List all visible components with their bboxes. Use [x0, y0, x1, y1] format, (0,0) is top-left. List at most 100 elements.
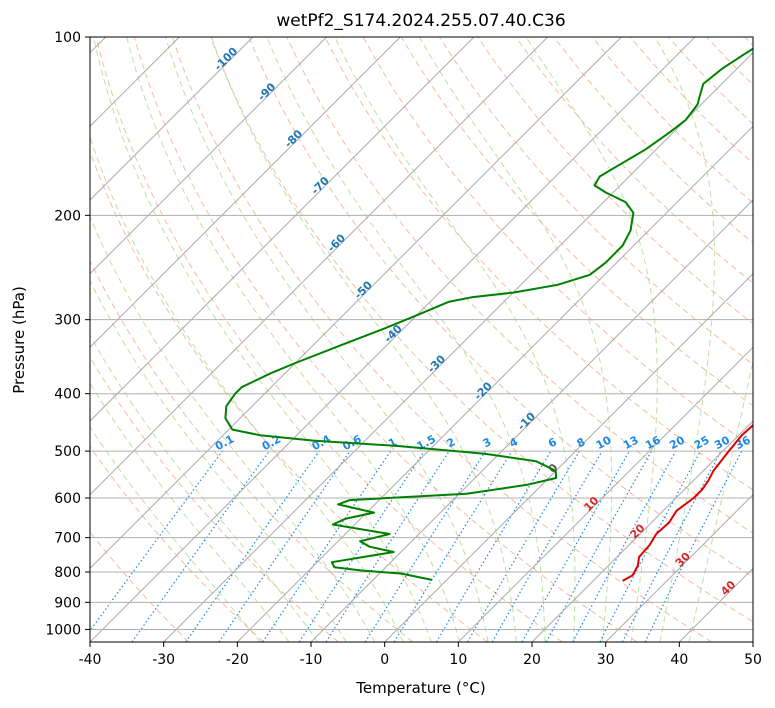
x-tick-label: 40 — [670, 652, 688, 668]
y-tick-label: 700 — [54, 531, 81, 547]
y-tick-label: 900 — [54, 595, 81, 611]
moist-adiabat — [165, 37, 489, 642]
mixing-ratio-label: 0.1 — [213, 432, 236, 453]
moist-adiabat — [266, 37, 546, 642]
mixing-ratio-label: 16 — [643, 433, 663, 452]
mixing-ratio-label: 4 — [507, 435, 520, 450]
mixing-ratio-lines — [90, 450, 743, 642]
mixing-ratio-label: 10 — [594, 433, 614, 452]
x-tick-label: -20 — [226, 652, 249, 668]
moist-adiabat — [211, 37, 517, 642]
moist-adiabat — [525, 37, 658, 642]
dry-adiabat — [171, 37, 712, 642]
isotherm-line — [90, 37, 254, 201]
moist-adiabat — [654, 37, 715, 642]
x-tick-label: -40 — [79, 652, 102, 668]
y-tick-label: 1000 — [45, 622, 81, 638]
dewpoint-profile — [224, 47, 753, 581]
isotherm-label: -50 — [352, 278, 375, 301]
mixing-ratio-labels: 0.1 0.2 0.4 0.6 1 1.5 2 3 4 6 8 10 13 16 20 25 30 36 — [213, 432, 753, 453]
dry-adiabat — [90, 150, 488, 642]
dry-adiabat — [248, 37, 753, 578]
plot-area: -100-90-80-70-60-50-40-30-20-10010203040… — [90, 37, 753, 642]
moist-adiabat — [90, 334, 319, 642]
mixing-ratio-line — [599, 450, 702, 642]
mixing-ratio-label: 6 — [546, 435, 559, 450]
moist-adiabats — [90, 37, 753, 642]
isotherm-line — [236, 125, 753, 642]
y-tick-label: 400 — [54, 387, 81, 403]
mixing-ratio-label: 20 — [667, 433, 687, 452]
dry-adiabat — [515, 37, 753, 284]
y-tick-label: 500 — [54, 444, 81, 460]
x-tick-label: 10 — [449, 652, 467, 668]
chart-title: wetPf2_S174.2024.255.07.40.C36 — [276, 11, 565, 31]
isotherm-line — [90, 37, 328, 275]
moist-adiabat — [90, 426, 261, 642]
isotherm-label: 10 — [581, 494, 601, 514]
mixing-ratio-label: 1 — [386, 435, 399, 450]
dry-adiabat — [477, 37, 753, 325]
mixing-ratio-label: 3 — [481, 435, 494, 450]
x-axis: -40 -30 -20 -10 0 10 20 30 40 50 — [79, 642, 762, 668]
y-tick-label: 100 — [54, 30, 81, 46]
isotherm-line — [90, 37, 475, 422]
dry-adiabat — [744, 37, 753, 47]
moist-adiabat — [126, 37, 461, 642]
x-tick-label: 0 — [380, 652, 389, 668]
dry-adiabat — [324, 37, 753, 491]
mixing-ratio-line — [393, 450, 513, 642]
mixing-ratio-label: 8 — [575, 435, 588, 450]
dry-adiabat — [90, 531, 190, 642]
isotherm-line — [90, 37, 622, 570]
isotherm-line — [752, 641, 753, 642]
isotherm-line — [605, 493, 753, 642]
mixing-ratio-label: 0.4 — [310, 432, 334, 453]
isotherm-line — [90, 37, 401, 349]
profiles — [224, 47, 753, 582]
mixing-ratio-label: 25 — [692, 433, 712, 452]
mixing-ratio-label: 30 — [712, 433, 732, 452]
moist-adiabat — [93, 37, 432, 642]
isotherm-label: -30 — [425, 352, 448, 375]
x-tick-label: -30 — [152, 652, 175, 668]
isotherm-line — [384, 272, 753, 642]
isotherm-label: -90 — [255, 80, 278, 103]
isotherm-label: -60 — [325, 231, 348, 254]
isotherm-label: 20 — [628, 521, 648, 541]
isotherm-label: -70 — [309, 174, 332, 197]
moist-adiabat — [418, 37, 613, 642]
isotherm-label: -10 — [515, 410, 538, 433]
x-tick-label: 20 — [523, 652, 541, 668]
x-tick-label: 30 — [597, 652, 615, 668]
x-tick-label: 50 — [744, 652, 762, 668]
mixing-ratio-line — [90, 450, 223, 632]
dry-adiabat — [95, 37, 563, 642]
mixing-ratio-label: 13 — [621, 433, 641, 452]
y-tick-label: 600 — [54, 491, 81, 507]
temperature-profile — [622, 423, 753, 582]
plot-frame — [89, 36, 754, 643]
pressure-grid — [90, 37, 753, 630]
moist-adiabat — [334, 37, 576, 642]
dry-adiabat — [553, 37, 753, 244]
isotherm-lines — [90, 37, 753, 642]
mixing-ratio-line — [218, 450, 351, 642]
y-axis: 100 200 300 400 500 600 700 800 900 1000 — [45, 30, 90, 638]
isotherm-line — [163, 51, 753, 642]
y-tick-label: 300 — [54, 313, 81, 329]
mixing-ratio-line — [262, 450, 392, 642]
y-tick-label: 800 — [54, 565, 81, 581]
mixing-ratio-line — [185, 450, 320, 642]
mixing-ratio-line — [435, 450, 552, 642]
isotherm-label: 30 — [673, 549, 693, 569]
dry-adiabat — [90, 445, 264, 642]
mixing-ratio-line — [521, 450, 631, 642]
mixing-ratio-line — [545, 450, 653, 642]
isotherm-line — [678, 567, 753, 642]
mixing-ratio-line — [644, 450, 743, 642]
mixing-ratio-label: 36 — [733, 433, 753, 452]
isotherm-line — [531, 420, 753, 642]
isotherm-line — [457, 346, 753, 642]
